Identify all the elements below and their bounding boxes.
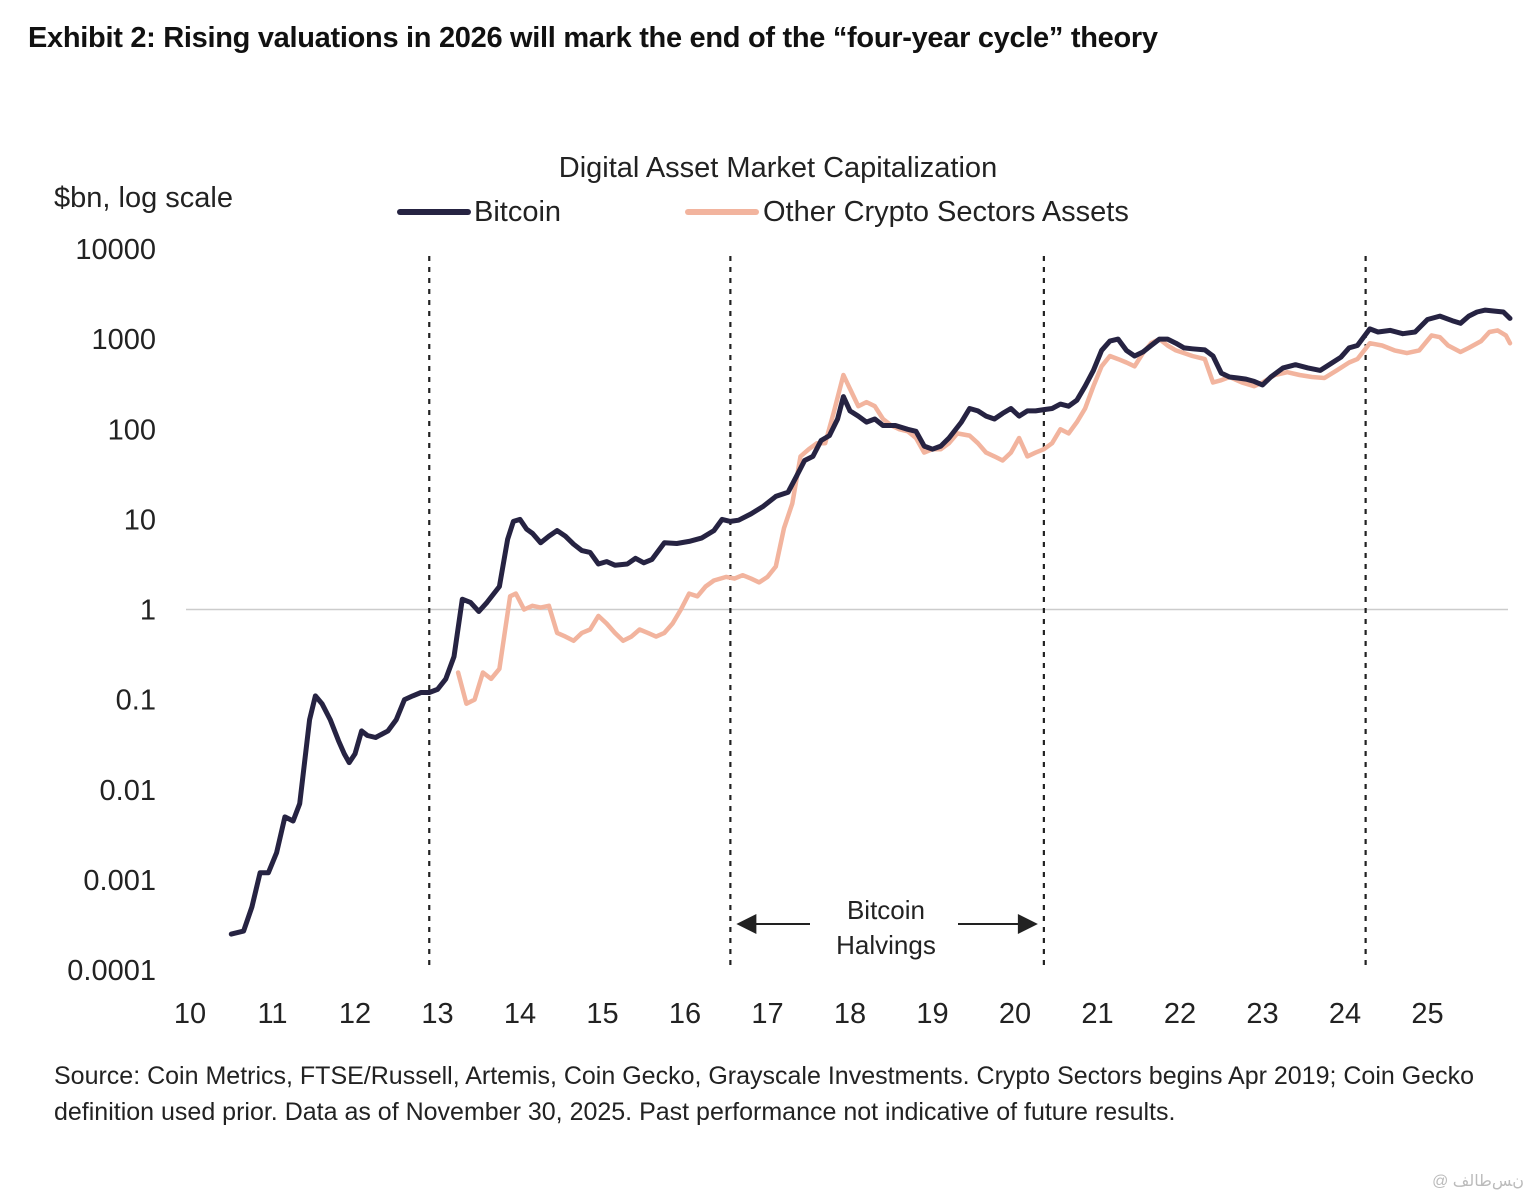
y-tick-label-0: 10000 bbox=[75, 234, 156, 266]
x-tick-label-1: 11 bbox=[257, 998, 287, 1030]
y-tick-label-4: 1 bbox=[140, 595, 156, 627]
x-tick-label-15: 25 bbox=[1411, 998, 1443, 1030]
y-tick-label-7: 0.001 bbox=[83, 865, 156, 897]
watermark: @ ﻥﺲﻃﺎﻟﻒ bbox=[1432, 1173, 1524, 1190]
y-axis-label: $bn, log scale bbox=[54, 182, 233, 214]
x-axis-ticks: 10 11 12 13 14 15 16 17 18 19 20 21 22 23 24 25 bbox=[174, 998, 1444, 1030]
halving-arrow-left-head bbox=[736, 914, 757, 934]
halving-lines bbox=[428, 256, 1367, 968]
x-tick-label-0: 10 bbox=[174, 998, 206, 1030]
legend: Bitcoin Other Crypto Sectors Assets bbox=[397, 196, 1129, 228]
x-tick-label-3: 13 bbox=[421, 998, 453, 1030]
x-tick-label-6: 16 bbox=[669, 998, 701, 1030]
x-tick-label-10: 20 bbox=[999, 998, 1031, 1030]
y-tick-label-5: 0.1 bbox=[116, 685, 156, 717]
exhibit-title: Exhibit 2: Rising valuations in 2026 wil… bbox=[28, 22, 1158, 54]
x-tick-label-12: 22 bbox=[1164, 998, 1196, 1030]
x-tick-label-7: 17 bbox=[751, 998, 783, 1030]
y-tick-label-1: 1000 bbox=[91, 324, 156, 356]
x-tick-label-2: 12 bbox=[339, 998, 371, 1030]
x-tick-label-5: 15 bbox=[586, 998, 618, 1030]
legend-label-bitcoin: Bitcoin bbox=[474, 196, 561, 228]
halving-annotation: Bitcoin Halvings bbox=[736, 895, 1038, 960]
x-tick-label-8: 18 bbox=[834, 998, 866, 1030]
y-axis-ticks: 10000 1000 100 10 1 0.1 0.01 0.001 0.0001 bbox=[67, 234, 156, 987]
y-tick-label-6: 0.01 bbox=[100, 775, 156, 807]
series-line-bitcoin bbox=[228, 307, 1513, 937]
x-tick-label-14: 24 bbox=[1329, 998, 1361, 1030]
source-note: Source: Coin Metrics, FTSE/Russell, Arte… bbox=[54, 1062, 1474, 1126]
halving-annotation-line1: Bitcoin bbox=[847, 895, 925, 925]
series-group bbox=[228, 307, 1513, 937]
legend-label-other: Other Crypto Sectors Assets bbox=[763, 196, 1129, 228]
x-tick-label-13: 23 bbox=[1246, 998, 1278, 1030]
halving-arrow-right-head bbox=[1017, 914, 1038, 934]
y-tick-label-2: 100 bbox=[108, 414, 156, 446]
y-tick-label-8: 0.0001 bbox=[67, 955, 156, 987]
x-tick-label-4: 14 bbox=[504, 998, 536, 1030]
halving-annotation-line2: Halvings bbox=[836, 930, 936, 960]
y-tick-label-3: 10 bbox=[124, 504, 156, 536]
series-line-other-crypto bbox=[455, 328, 1513, 706]
x-tick-label-9: 19 bbox=[916, 998, 948, 1030]
chart-title: Digital Asset Market Capitalization bbox=[559, 152, 997, 184]
x-tick-label-11: 21 bbox=[1081, 998, 1113, 1030]
